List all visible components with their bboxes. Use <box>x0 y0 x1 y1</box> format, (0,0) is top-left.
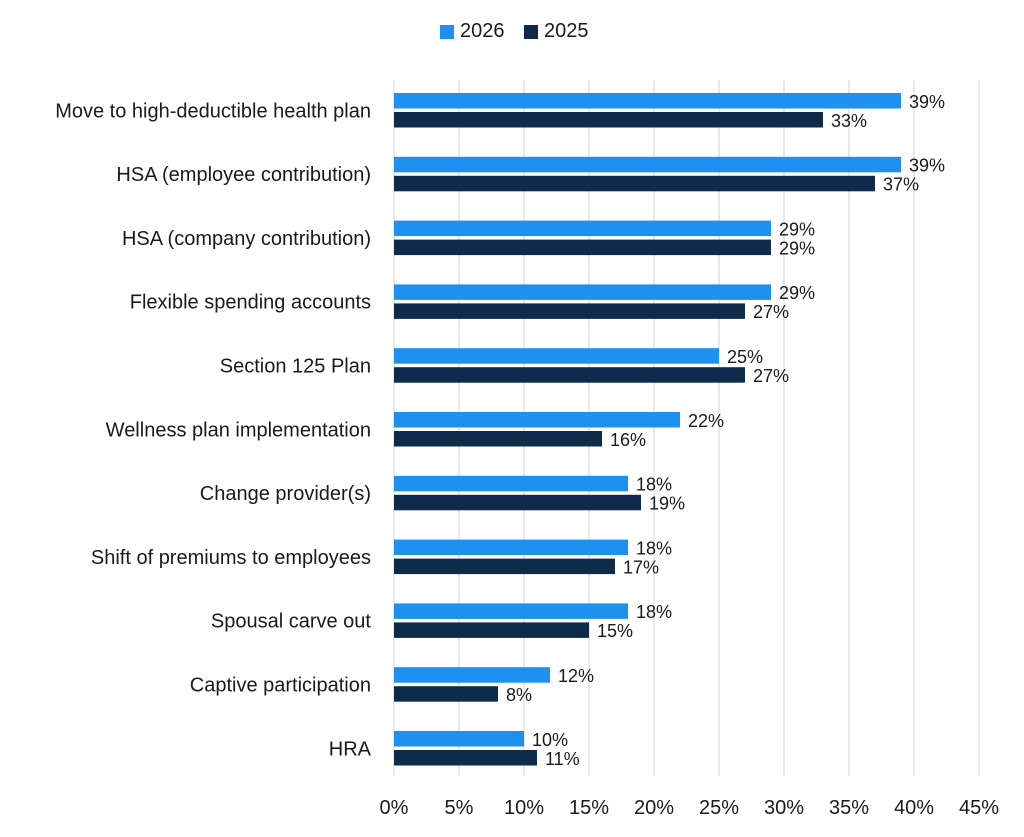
x-tick-label: 45% <box>959 797 999 819</box>
bar-value-label: 18% <box>636 602 672 622</box>
bar-value-label: 29% <box>779 283 815 303</box>
bar-value-label: 39% <box>909 92 945 112</box>
bar-2025 <box>394 750 537 766</box>
x-tick-label: 30% <box>764 797 804 819</box>
bar-2025 <box>394 367 745 383</box>
x-tick-label: 5% <box>445 797 474 819</box>
x-tick-label: 10% <box>504 797 544 819</box>
category-label: Change provider(s) <box>200 483 371 505</box>
bar-value-label: 12% <box>558 666 594 686</box>
bar-2026 <box>394 93 901 109</box>
legend-label-2025: 2025 <box>544 20 589 42</box>
bar-value-label: 18% <box>636 475 672 495</box>
x-tick-label: 35% <box>829 797 869 819</box>
bar-2025 <box>394 112 823 128</box>
category-label: Captive participation <box>190 674 371 696</box>
bar-value-label: 37% <box>883 175 919 195</box>
legend-label-2026: 2026 <box>460 20 505 42</box>
bar-2026 <box>394 667 550 683</box>
category-label: Move to high-deductible health plan <box>55 100 371 122</box>
category-label: HSA (company contribution) <box>122 228 371 250</box>
category-label: HSA (employee contribution) <box>116 164 371 186</box>
bar-value-label: 19% <box>649 494 685 514</box>
x-tick-label: 0% <box>380 797 409 819</box>
bar-2026 <box>394 348 719 364</box>
category-label: Shift of premiums to employees <box>91 547 371 569</box>
legend-item-2026: 2026 <box>440 20 505 43</box>
bar-2025 <box>394 622 589 638</box>
bar-2026 <box>394 731 524 747</box>
legend-swatch-2026 <box>440 24 454 39</box>
bar-2026 <box>394 156 901 173</box>
x-tick-label: 15% <box>569 797 609 819</box>
bar-value-label: 27% <box>753 366 789 386</box>
bar-value-label: 10% <box>532 730 568 750</box>
bar-value-label: 11% <box>545 749 580 769</box>
bar-value-label: 29% <box>779 219 815 239</box>
x-tick-label: 20% <box>634 797 674 819</box>
bar-2025 <box>394 303 745 319</box>
bar-value-label: 29% <box>779 238 815 258</box>
category-label: Wellness plan implementation <box>106 419 371 441</box>
chart-legend: 2026 2025 <box>0 20 1024 48</box>
bar-2025 <box>394 175 875 192</box>
bar-2025 <box>394 494 641 511</box>
bar-2026 <box>394 284 771 300</box>
bar-value-label: 8% <box>506 685 532 705</box>
bar-value-label: 17% <box>623 557 659 577</box>
bar-2025 <box>394 558 615 575</box>
legend-swatch-2025 <box>524 24 538 39</box>
bar-2026 <box>394 603 628 619</box>
x-tick-label: 25% <box>699 797 739 819</box>
bar-value-label: 27% <box>753 302 789 322</box>
bar-value-label: 15% <box>597 621 633 641</box>
category-label: Flexible spending accounts <box>130 292 371 314</box>
bar-value-label: 22% <box>688 411 724 431</box>
bar-2026 <box>394 220 771 237</box>
bar-2025 <box>394 686 498 702</box>
x-tick-label: 40% <box>894 797 934 819</box>
bar-2025 <box>394 431 602 447</box>
bar-value-label: 33% <box>831 111 867 131</box>
bar-2026 <box>394 539 628 556</box>
bar-value-label: 18% <box>636 538 672 558</box>
bar-2026 <box>394 412 680 428</box>
bar-2025 <box>394 239 771 256</box>
category-label: Spousal carve out <box>211 611 372 633</box>
legend-item-2025: 2025 <box>524 20 589 43</box>
bar-2026 <box>394 475 628 492</box>
bar-value-label: 16% <box>610 430 646 450</box>
bar-value-label: 25% <box>727 347 763 367</box>
category-label: HRA <box>329 738 372 760</box>
bar-value-label: 39% <box>909 156 945 176</box>
category-label: Section 125 Plan <box>220 355 371 377</box>
